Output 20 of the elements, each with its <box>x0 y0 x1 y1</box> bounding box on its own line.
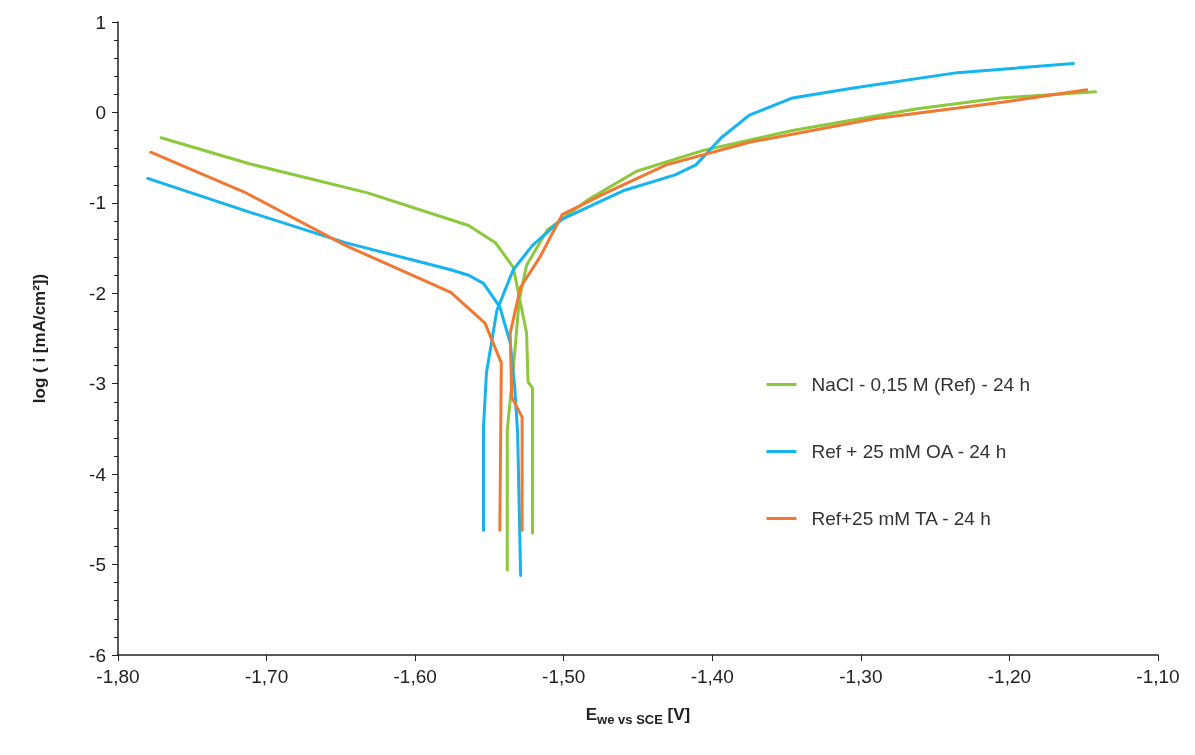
y-tick-label: 0 <box>95 101 106 123</box>
legend-label: Ref+25 mM TA - 24 h <box>811 508 991 529</box>
y-tick-label: -3 <box>89 373 106 395</box>
x-tick-label: -1,50 <box>542 666 586 687</box>
y-tick-label: 1 <box>95 11 106 33</box>
y-axis-title: log ( i [mA/cm²]) <box>30 273 49 404</box>
x-tick-label: -1,20 <box>987 666 1032 687</box>
y-tick-label: -1 <box>89 192 106 214</box>
x-tick-label: -1,70 <box>244 666 289 687</box>
x-tick-label: -1,30 <box>839 666 883 687</box>
legend-label: NaCl - 0,15 M (Ref) - 24 h <box>811 374 1031 395</box>
x-tick-label: -1,10 <box>1136 666 1180 687</box>
y-tick-label: -6 <box>89 644 106 666</box>
legend-label: Ref + 25 mM OA - 24 h <box>811 441 1007 462</box>
y-tick-label: -2 <box>89 282 106 304</box>
x-tick-label: -1,60 <box>393 666 437 687</box>
x-tick-label: -1,40 <box>690 666 734 687</box>
x-tick-label: -1,80 <box>96 666 140 687</box>
y-tick-label: -4 <box>89 463 107 485</box>
y-tick-label: -5 <box>89 554 106 576</box>
